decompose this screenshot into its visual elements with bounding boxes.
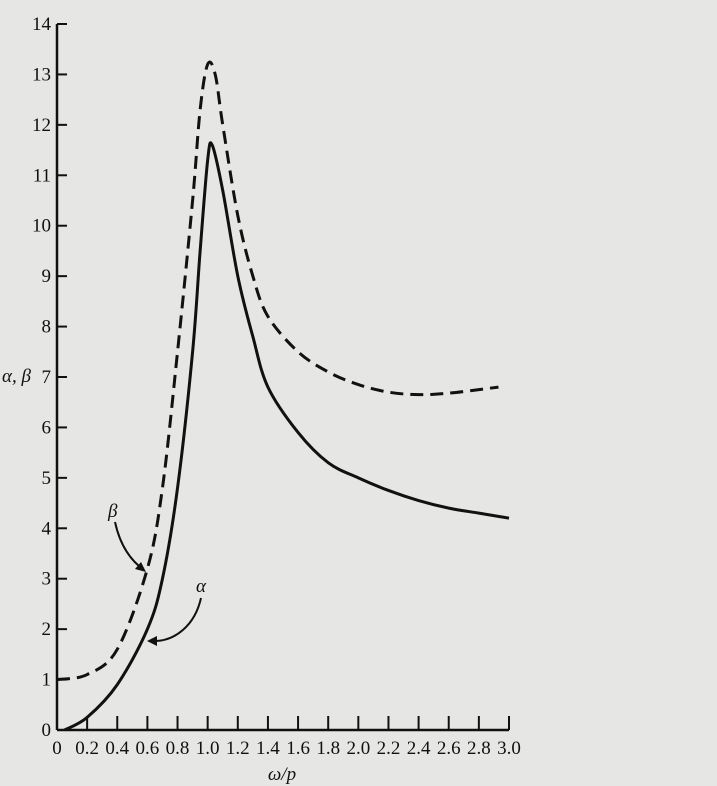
y-tick-label: 4: [42, 518, 52, 539]
annotation-beta-arrowhead: [135, 562, 146, 572]
y-tick-label: 3: [42, 569, 52, 590]
x-tick-label: 2.2: [377, 738, 401, 759]
y-tick-label: 8: [42, 317, 52, 338]
x-tick-label: 0.8: [166, 738, 190, 759]
x-tick-label: 2.4: [407, 738, 431, 759]
y-tick-label: 0: [42, 720, 52, 741]
x-tick-label: 1.4: [256, 738, 280, 759]
annotation-beta-arrow: [114, 521, 145, 571]
x-tick-label: 1.8: [316, 738, 340, 759]
x-tick-label: 0.4: [105, 738, 129, 759]
y-tick-label: 14: [32, 14, 52, 35]
y-tick-label: 6: [42, 417, 52, 438]
axes: [55, 24, 509, 732]
x-tick-label: 2.0: [346, 738, 370, 759]
y-axis-label: α, β: [2, 366, 31, 387]
x-tick-label: 2.6: [437, 738, 461, 759]
annotation-beta-label: β: [107, 501, 118, 522]
x-tick-label: 0: [52, 738, 62, 759]
y-tick-label: 13: [32, 64, 51, 85]
x-tick-label: 3.0: [497, 738, 521, 759]
x-tick-label: 1.0: [196, 738, 220, 759]
annotation-alpha-label: α: [196, 576, 207, 597]
x-tick-label: 2.8: [467, 738, 491, 759]
y-tick-label: 10: [32, 216, 51, 237]
x-ticks: 0 0.2 0.4 0.6 0.8 1.0 1.2 1.4 1.6 1.8 2.0 2.2 2.4 2.6…: [52, 716, 521, 759]
x-tick-label: 0.2: [75, 738, 99, 759]
y-tick-label: 7: [42, 367, 52, 388]
y-tick-label: 1: [42, 670, 52, 691]
y-tick-label: 5: [42, 468, 52, 489]
x-tick-label: 0.6: [136, 738, 160, 759]
y-tick-label: 11: [33, 165, 51, 186]
annotation-alpha-arrowhead: [147, 636, 157, 646]
y-tick-label: 12: [32, 115, 51, 136]
annotation-alpha-arrow: [151, 597, 202, 643]
series-line-alpha: [63, 141, 510, 732]
series: [56, 60, 510, 732]
x-axis-label: ω/p: [268, 764, 296, 785]
y-tick-label: 9: [42, 266, 52, 287]
annotation-beta: β: [107, 501, 146, 572]
series-line-beta: [56, 60, 499, 682]
y-tick-label: 2: [42, 619, 52, 640]
x-tick-label: 1.2: [226, 738, 250, 759]
x-tick-label: 1.6: [286, 738, 310, 759]
annotation-alpha: α: [147, 576, 207, 646]
